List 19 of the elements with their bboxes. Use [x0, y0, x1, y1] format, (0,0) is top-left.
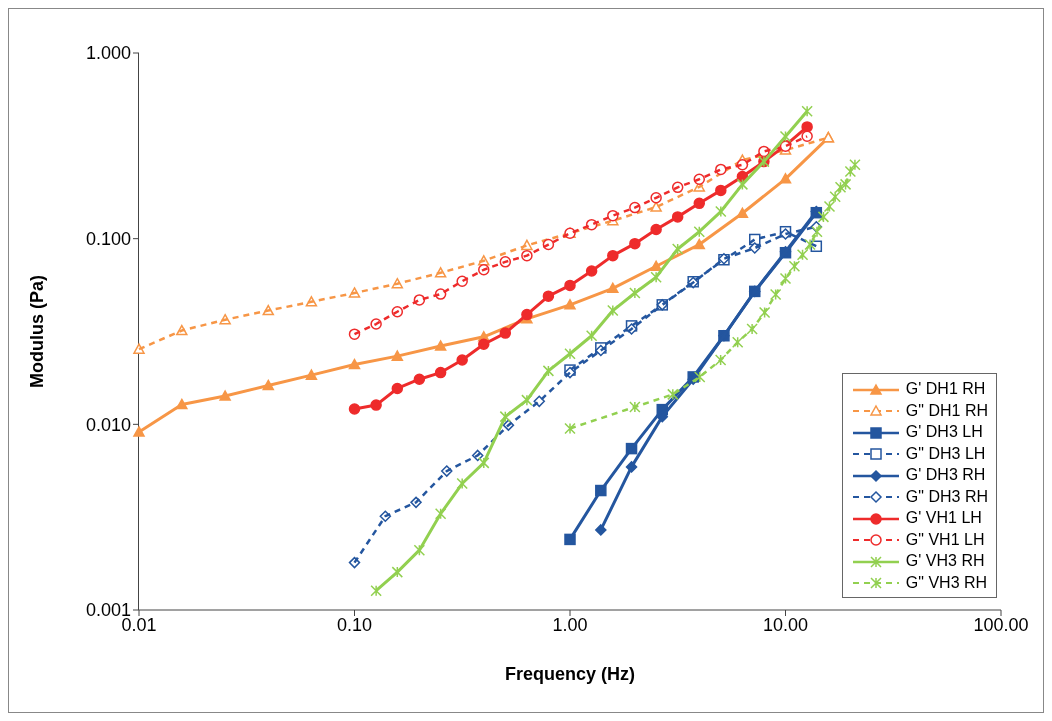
legend-label: G' VH1 LH [905, 509, 982, 526]
legend-label: G' DH3 RH [905, 466, 986, 483]
legend-label: G' DH1 RH [905, 380, 986, 397]
x-tick-label: 0.10 [336, 614, 373, 635]
x-tick-label: 1.00 [552, 614, 588, 635]
legend-label: G" VH1 LH [905, 530, 985, 548]
y-tick-label: 1.000 [85, 43, 131, 64]
legend-label: G" DH3 RH [905, 487, 988, 505]
legend-label: G" DH1 RH [905, 401, 988, 419]
legend-label: G" VH3 RH [905, 573, 988, 591]
x-axis-title: Frequency (Hz) [504, 664, 636, 684]
y-tick-label: 0.010 [85, 414, 131, 435]
legend-label: G' VH3 RH [905, 552, 985, 569]
x-tick-label: 100.00 [973, 614, 1029, 635]
y-tick-label: 0.100 [85, 229, 131, 250]
legend-label: G" DH3 LH [905, 444, 986, 462]
y-axis-title: Modulus (Pa) [27, 275, 48, 388]
x-tick-label: 10.00 [762, 614, 809, 635]
legend-label: G' DH3 LH [905, 423, 983, 440]
